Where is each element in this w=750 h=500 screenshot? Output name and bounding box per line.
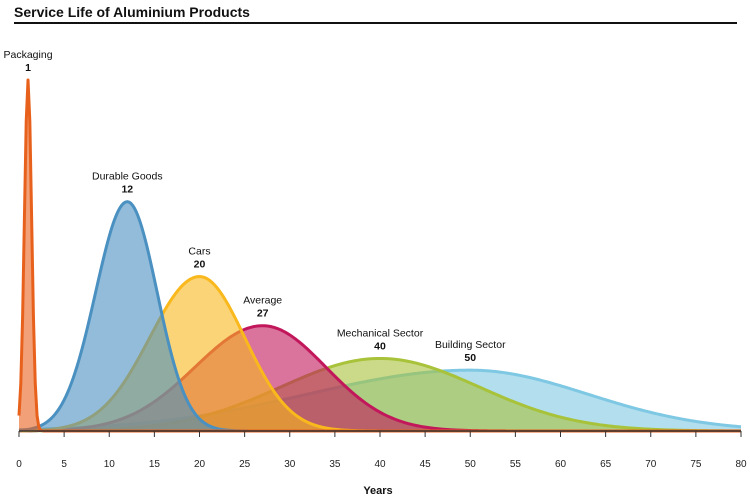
x-tick-label: 40 [374, 459, 386, 470]
x-tick-label: 20 [194, 459, 206, 470]
x-axis-ticks: 0 5 10 15 20 25 30 35 40 45 50 55 60 65 70 75 80 [16, 431, 747, 470]
durable-goods-peak-value: 12 [121, 184, 133, 196]
series-areas [17, 78, 742, 433]
mechanical-sector-peak-value: 40 [374, 340, 386, 352]
cars-label: Cars [188, 246, 210, 258]
x-tick-label: 10 [104, 459, 116, 470]
packaging-peak-value: 1 [25, 62, 31, 74]
x-tick-label: 5 [61, 459, 67, 470]
durable-goods-label: Durable Goods [92, 171, 163, 183]
mechanical-sector-label: Mechanical Sector [337, 327, 424, 339]
cars-area [19, 276, 741, 431]
x-tick-label: 75 [690, 459, 702, 470]
title-underline [14, 22, 737, 24]
cars-peak-value: 20 [194, 259, 206, 271]
x-tick-label: 45 [420, 459, 432, 470]
x-tick-label: 0 [16, 459, 22, 470]
durable-goods-area [19, 201, 741, 431]
x-tick-label: 70 [645, 459, 657, 470]
x-tick-label: 15 [149, 459, 161, 470]
x-tick-label: 30 [284, 459, 296, 470]
average-label: Average [243, 295, 282, 307]
x-tick-label: 25 [239, 459, 251, 470]
mechanical-sector-area [19, 358, 741, 431]
x-tick-label: 55 [510, 459, 522, 470]
building-sector-peak-value: 50 [464, 352, 476, 364]
x-tick-label: 65 [600, 459, 612, 470]
packaging-label: Packaging [4, 49, 53, 61]
chart-title: Service Life of Aluminium Products [14, 4, 250, 20]
average-peak-value: 27 [257, 308, 269, 320]
x-axis-label: Years [363, 485, 392, 497]
building-sector-label: Building Sector [435, 339, 506, 351]
x-tick-label: 35 [329, 459, 341, 470]
x-tick-label: 60 [555, 459, 567, 470]
x-tick-label: 80 [735, 459, 747, 470]
x-tick-label: 50 [465, 459, 477, 470]
